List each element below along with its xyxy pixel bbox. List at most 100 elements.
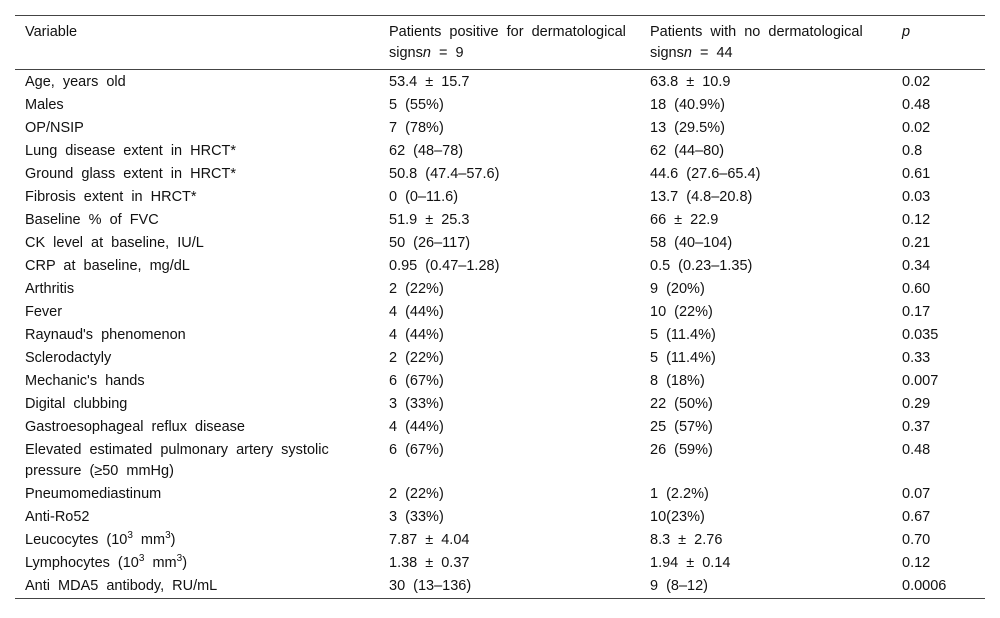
table-cell: 7.87 ± 4.04 [389,532,470,548]
table-cell: 50 (26–117) [389,235,471,251]
table-cell: 0.03 [902,189,931,205]
table-cell: 5 (55%) [389,97,444,113]
cell-text: 3 [176,553,183,565]
table-cell: 0.17 [902,304,931,320]
cell-text: n [683,45,692,61]
cell-text: 3 [138,553,145,565]
table-cell: Age, years old [25,74,126,90]
cell-text: n [422,45,431,61]
table-row: Mechanic's hands 6 (67%) 8 (18%) 0.007 [15,370,985,393]
table-cell: Lung disease extent in HRCT* [25,143,237,159]
table-cell: 51.9 ± 25.3 [389,212,470,228]
table-cell: Fibrosis extent in HRCT* [25,189,197,205]
table-cell: 0.70 [902,532,931,548]
table-row: Ground glass extent in HRCT* 50.8 (47.4–5… [15,163,985,186]
table-cell: 0.8 [902,143,923,159]
table-cell: CK level at baseline, IU/L [25,235,204,251]
cell-text: Leucocytes (10 [25,532,128,548]
table-cell: 0.61 [902,166,931,182]
cell-text: = 44 [691,45,733,61]
table-cell: 0.48 [902,97,931,113]
table-cell: 9 (8–12) [650,578,709,594]
cell-text: mm [144,555,177,571]
cell-text: mm [132,532,166,548]
table-cell: 0.02 [902,120,931,136]
table-row: Lung disease extent in HRCT* 62 (48–78) 62… [15,140,985,163]
table-cell: 30 (13–136) [389,578,472,594]
table-cell: 9 (20%) [650,281,705,297]
table-row: Pneumomediastinum 2 (22%) 1 (2.2%) 0.07 [15,483,985,506]
cell-text: Patients positive for dermatological sig… [389,24,626,61]
table-cell: 10(23%) [650,509,705,525]
table-cell: 0.29 [902,396,931,412]
table-row: Lymphocytes (103 mm3) 1.38 ± 0.37 1.94 ± 0… [15,552,985,575]
cell-text: Lymphocytes (10 [25,555,139,571]
table-cell: 13.7 (4.8–20.8) [650,189,753,205]
cell-text: Patients with no dermatological signs [650,24,863,61]
table-cell: Digital clubbing [25,396,128,412]
table-row: CRP at baseline, mg/dL 0.95 (0.47–1.28) 0.… [15,255,985,278]
table-cell: Gastroesophageal reflux disease [25,419,245,435]
table-cell: 0.07 [902,486,931,502]
table-cell: 1.94 ± 0.14 [650,555,731,571]
table-row: Anti-Ro52 3 (33%) 10(23%) 0.67 [15,506,985,529]
table-row: Age, years old 53.4 ± 15.7 63.8 ± 10.9 0.02 [15,70,985,95]
table-row: Leucocytes (103 mm3) 7.87 ± 4.04 8.3 ± 2.7… [15,529,985,552]
table-cell: 0.5 (0.23–1.35) [650,258,753,274]
table-cell: Elevated estimated pulmonary artery syst… [25,442,329,479]
table-cell: 6 (67%) [389,373,444,389]
table-cell: Pneumomediastinum [25,486,162,502]
table-cell: 0.37 [902,419,931,435]
table-cell: 7 (78%) [389,120,444,136]
table-row: Sclerodactyly 2 (22%) 5 (11.4%) 0.33 [15,347,985,370]
table-cell: Raynaud's phenomenon [25,327,186,343]
table-cell: 0 (0–11.6) [389,189,459,205]
table-cell: CRP at baseline, mg/dL [25,258,190,274]
table-cell: 62 (48–78) [389,143,464,159]
table-cell: 0.12 [902,212,931,228]
table-row: OP/NSIP 7 (78%) 13 (29.5%) 0.02 [15,117,985,140]
table-cell: 10 (22%) [650,304,713,320]
table-row: Anti MDA5 antibody, RU/mL 30 (13–136) 9 (8… [15,575,985,599]
table-cell: 8.3 ± 2.76 [650,532,723,548]
table-cell: 0.02 [902,74,931,90]
table-cell: 44.6 (27.6–65.4) [650,166,761,182]
header-row: Variable Patients positive for dermatolog… [15,15,985,70]
table-cell: 0.007 [902,373,939,389]
table-cell: 2 (22%) [389,486,444,502]
table-cell: OP/NSIP [25,120,84,136]
table-cell: 4 (44%) [389,304,444,320]
table-cell: 0.60 [902,281,931,297]
table-cell: Anti-Ro52 [25,509,90,525]
table-cell: 0.33 [902,350,931,366]
table-cell: Ground glass extent in HRCT* [25,166,237,182]
table-cell: 4 (44%) [389,327,444,343]
header-cell: Variable [25,24,78,40]
table-cell: 4 (44%) [389,419,444,435]
table-cell: 3 (33%) [389,396,444,412]
table-header: Variable Patients positive for dermatolog… [15,15,985,70]
table-row: Digital clubbing 3 (33%) 22 (50%) 0.29 [15,393,985,416]
cell-text: ) [170,532,176,548]
table-cell: 0.035 [902,327,939,343]
table-cell: 5 (11.4%) [650,350,716,366]
table-row: Males 5 (55%) 18 (40.9%) 0.48 [15,94,985,117]
table-cell: 26 (59%) [650,442,713,458]
header-cell: Patients positive for dermatological sig… [379,16,640,70]
table-row: Elevated estimated pulmonary artery syst… [15,439,985,483]
table-cell: 0.67 [902,509,931,525]
table-cell: 2 (22%) [389,350,444,366]
table-row: Fever 4 (44%) 10 (22%) 0.17 [15,301,985,324]
header-cell: Patients with no dermatological signsn =… [640,16,892,70]
table-cell: 8 (18%) [650,373,705,389]
cell-text: p [902,24,911,40]
table-cell: Leucocytes (103 mm3) [15,529,379,552]
table-row: Baseline % of FVC 51.9 ± 25.3 66 ± 22.9 0.1… [15,209,985,232]
table-cell: Arthritis [25,281,75,297]
table-row: CK level at baseline, IU/L 50 (26–117) 58 … [15,232,985,255]
table-cell: 6 (67%) [389,442,444,458]
cell-text: 3 [165,530,171,542]
table-cell: 5 (11.4%) [650,327,716,343]
table-row: Raynaud's phenomenon 4 (44%) 5 (11.4%) 0.03… [15,324,985,347]
